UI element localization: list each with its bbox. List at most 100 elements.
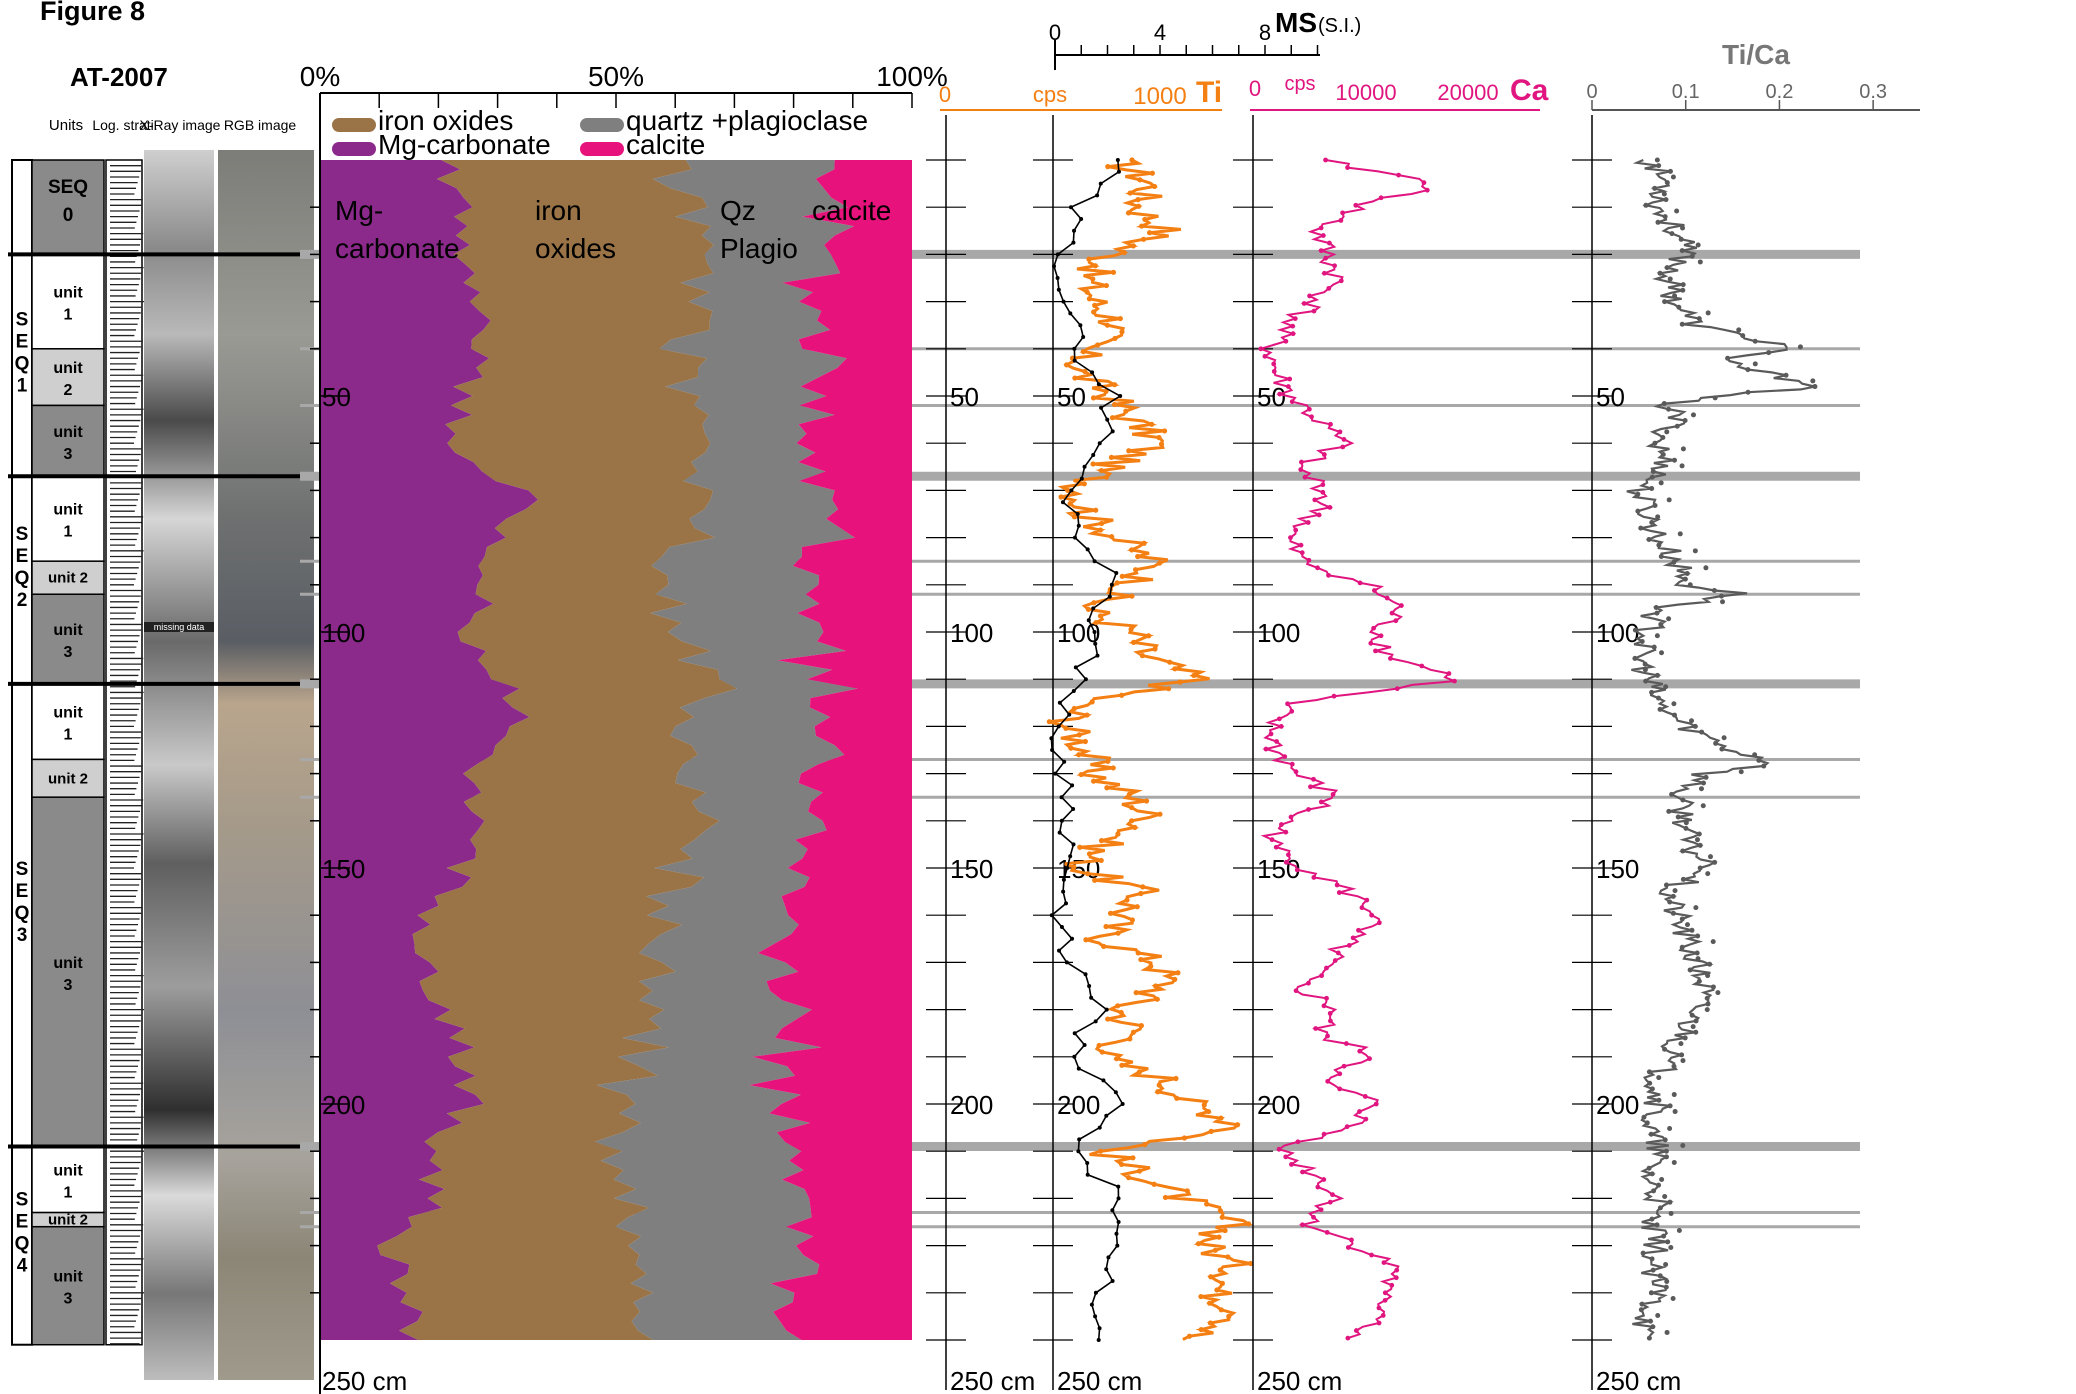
ti-ca-point xyxy=(1680,876,1686,882)
figure-label: Figure 8 xyxy=(40,0,145,26)
ti-point xyxy=(1119,692,1125,698)
ca-point xyxy=(1295,1139,1301,1145)
ms-point xyxy=(1093,641,1098,646)
ti-ca-point xyxy=(1680,282,1686,288)
ca-point xyxy=(1394,1267,1400,1273)
ti-ca-point xyxy=(1680,797,1686,803)
ti-point xyxy=(1156,434,1162,441)
ti-ca-point xyxy=(1692,723,1698,729)
ti-ca-point xyxy=(1651,644,1657,650)
ca-depth-label: 150 xyxy=(1257,854,1300,884)
ca-point xyxy=(1276,1146,1282,1152)
ti-point xyxy=(1149,170,1155,176)
ca-point xyxy=(1276,716,1282,722)
ms-point xyxy=(1057,830,1062,835)
ti-ca-point xyxy=(1766,350,1772,356)
ti-ca-point xyxy=(1669,231,1675,237)
ti-point xyxy=(1084,289,1090,295)
ti-point xyxy=(1219,1280,1225,1286)
unit-label: unit 3 xyxy=(53,955,83,994)
ti-tick-label: 1000 xyxy=(1133,83,1186,110)
ti-point xyxy=(1103,923,1109,930)
ti-point xyxy=(1133,990,1139,996)
ti-point xyxy=(1085,606,1091,612)
ti-point xyxy=(1207,1320,1214,1326)
ti-point xyxy=(1186,1333,1193,1339)
ca-point xyxy=(1283,859,1289,865)
ti-ca-point xyxy=(1697,259,1703,265)
ti-point xyxy=(1139,223,1145,229)
ti-point xyxy=(1089,699,1095,705)
ti-point xyxy=(1124,897,1130,903)
ca-point xyxy=(1299,550,1305,556)
ratio-tick-label: 0 xyxy=(1586,81,1597,103)
ti-ca-point xyxy=(1646,536,1652,542)
ca-point xyxy=(1313,1026,1319,1031)
ti-point xyxy=(1149,421,1155,427)
ti-ca-point xyxy=(1668,1211,1674,1217)
ti-point xyxy=(1198,1327,1204,1333)
ti-point xyxy=(1109,534,1115,540)
ti-ca-point xyxy=(1700,803,1706,809)
ca-point xyxy=(1345,1335,1351,1341)
ti-ca-point xyxy=(1663,197,1669,203)
ti-ca-point xyxy=(1695,956,1701,962)
ti-point xyxy=(1127,1036,1133,1042)
ms-point xyxy=(1106,1255,1111,1260)
unit-label: unit 3 xyxy=(53,622,83,661)
legend-label: calcite xyxy=(626,129,705,160)
ms-point xyxy=(1118,394,1123,398)
ms-point xyxy=(1057,948,1062,953)
ti-point xyxy=(1118,1009,1124,1016)
ti-point xyxy=(1103,474,1110,480)
ti-ca-point xyxy=(1680,446,1686,452)
ca-point xyxy=(1306,406,1312,412)
ca-point xyxy=(1300,1222,1305,1228)
mineral-composition-panel: 0% 50% 100% iron oxides quartz +plagioclase M… xyxy=(300,61,948,1394)
ms-point xyxy=(1064,960,1069,965)
ca-point xyxy=(1307,293,1312,299)
ca-point xyxy=(1321,1131,1327,1137)
ti-ca-point xyxy=(1652,503,1658,509)
ti-ca-point xyxy=(1679,944,1685,950)
ti-ca-point xyxy=(1643,202,1649,208)
ti-ca-point xyxy=(1682,418,1688,424)
ca-tick-label: 10000 xyxy=(1335,80,1396,105)
ca-point xyxy=(1298,542,1304,548)
ti-ca-point xyxy=(1680,287,1686,293)
ca-point xyxy=(1325,1078,1331,1084)
ti-point xyxy=(1129,593,1135,599)
ti-point xyxy=(1115,831,1121,837)
ti-ca-point xyxy=(1671,559,1677,565)
ti-ca-point xyxy=(1644,1120,1650,1126)
ti-point xyxy=(1110,269,1117,275)
core-name: AT-2007 xyxy=(70,62,168,92)
sequence-box xyxy=(11,159,33,256)
ti-ca-point xyxy=(1661,401,1667,407)
ti-ca-point xyxy=(1704,1007,1710,1013)
ms-point xyxy=(1061,889,1066,894)
ti-point xyxy=(1101,943,1107,949)
ti-unit: cps xyxy=(1033,82,1067,107)
ca-point xyxy=(1289,1162,1294,1167)
ms-point xyxy=(1068,854,1073,859)
ti-ca-point xyxy=(1679,1052,1685,1058)
ti-point xyxy=(1081,481,1087,487)
ms-point xyxy=(1049,736,1054,741)
ms-depth-unit: 250 cm xyxy=(1057,1366,1142,1394)
ca-point xyxy=(1424,187,1430,193)
ti-ca-point xyxy=(1657,706,1663,712)
ca-point xyxy=(1287,376,1293,382)
ti-ca-point xyxy=(1697,842,1703,848)
ti-ca-point xyxy=(1662,1137,1668,1143)
ti-ca-point xyxy=(1652,185,1658,191)
ti-point xyxy=(1118,1161,1125,1168)
ti-depth-unit: 250 cm xyxy=(950,1366,1035,1394)
ti-ca-point xyxy=(1659,1177,1665,1183)
ms-point xyxy=(1095,193,1100,198)
ti-ca-point xyxy=(1635,508,1641,514)
ti-ca-point xyxy=(1638,1307,1644,1313)
ca-point xyxy=(1283,338,1289,344)
ti-point xyxy=(1105,758,1111,764)
ms-tick-label: 0 xyxy=(1049,20,1061,45)
